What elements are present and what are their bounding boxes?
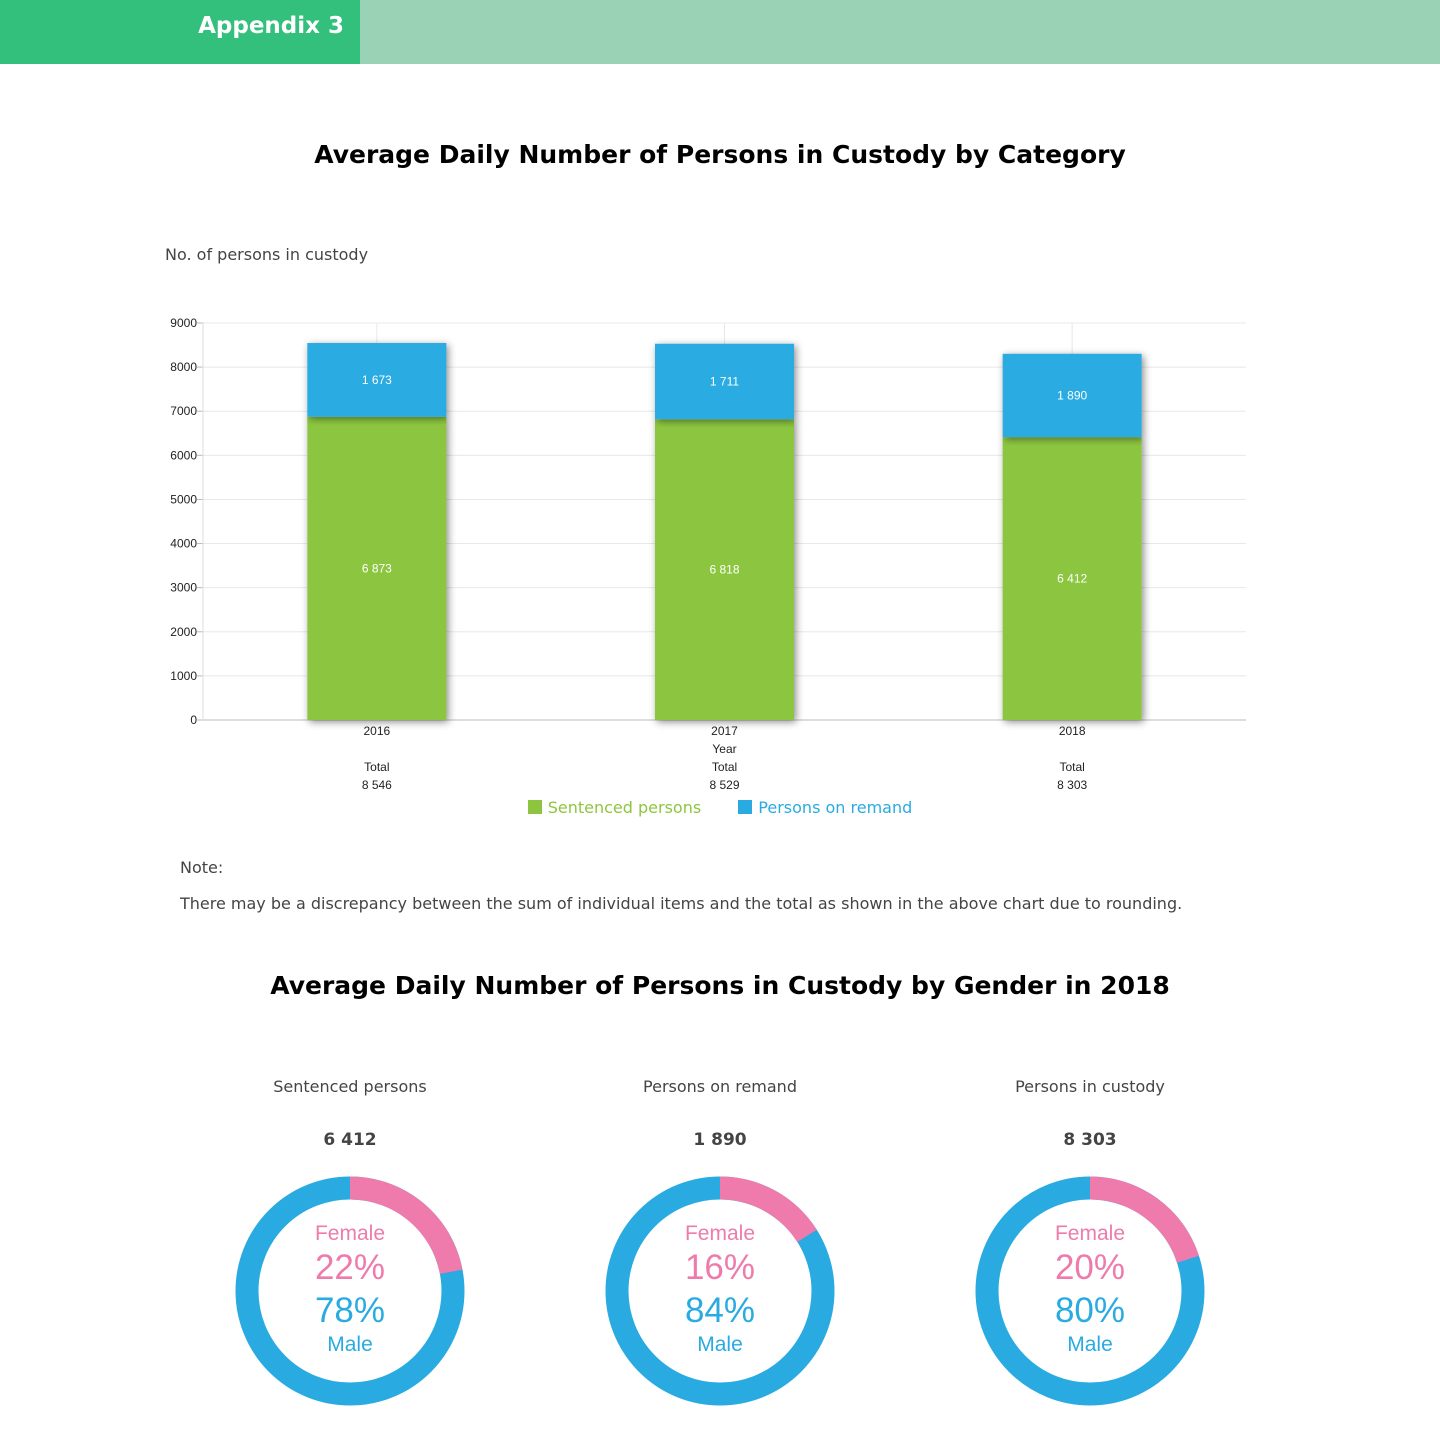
total-value: 8 303 bbox=[1057, 778, 1087, 792]
bar-chart-legend: Sentenced persons Persons on remand bbox=[0, 798, 1440, 817]
bar-data-label: 1 890 bbox=[1057, 388, 1087, 402]
bar-sentenced bbox=[655, 419, 794, 720]
total-label: Total bbox=[364, 760, 389, 774]
donut-female-percent: 22% bbox=[315, 1248, 385, 1287]
legend-item-remand: Persons on remand bbox=[738, 798, 912, 817]
donut-chart: Female 22% 78% Male bbox=[235, 1176, 465, 1406]
donut-female-label: Female bbox=[685, 1222, 755, 1245]
note-label: Note: bbox=[180, 858, 224, 877]
bar-data-label: 6 412 bbox=[1057, 572, 1087, 586]
bar-remand bbox=[307, 343, 447, 417]
legend-swatch-sentenced bbox=[527, 800, 542, 814]
bar-sentenced bbox=[1002, 437, 1142, 720]
appendix-tab: Appendix 3 bbox=[0, 0, 360, 64]
y-tick-label: 6000 bbox=[170, 448, 197, 462]
donut-male-label: Male bbox=[327, 1333, 373, 1356]
bar-remand bbox=[655, 343, 794, 420]
y-tick-label: 5000 bbox=[170, 492, 197, 506]
bar-chart-title: Average Daily Number of Persons in Custo… bbox=[314, 140, 1126, 169]
y-tick-label: 7000 bbox=[170, 404, 197, 418]
bar-chart: 0 1000 2000 3000 4000 5000 6000 7000 8000 9000 6 … bbox=[170, 316, 1246, 792]
donut-title: Persons on remand bbox=[643, 1077, 797, 1096]
donut-male-percent: 78% bbox=[315, 1291, 385, 1330]
bar-data-label: 6 873 bbox=[362, 561, 392, 575]
bar-remand bbox=[1002, 353, 1142, 438]
legend-label-sentenced: Sentenced persons bbox=[547, 798, 702, 817]
donut-total: 1 890 bbox=[693, 1130, 747, 1150]
donut-female-segment bbox=[235, 1176, 465, 1406]
bar-data-label: 6 818 bbox=[709, 563, 739, 577]
y-tick-label: 3000 bbox=[170, 581, 197, 595]
donut-male-percent: 80% bbox=[1055, 1291, 1125, 1330]
x-tick-label: 2016 bbox=[363, 724, 390, 738]
donut-female-percent: 16% bbox=[685, 1248, 755, 1287]
y-tick-label: 2000 bbox=[170, 625, 197, 639]
donut-female-label: Female bbox=[315, 1222, 385, 1245]
donut-male-percent: 84% bbox=[685, 1291, 755, 1330]
y-tick-label: 1000 bbox=[170, 669, 197, 683]
bar-data-label: 1 711 bbox=[710, 375, 739, 389]
y-axis-title: No. of persons in custody bbox=[165, 245, 369, 264]
y-tick-label: 4000 bbox=[170, 537, 197, 551]
legend-swatch-remand bbox=[738, 800, 753, 814]
x-tick-label: 2018 bbox=[1059, 724, 1086, 738]
legend-item-sentenced: Sentenced persons bbox=[527, 798, 702, 817]
donut-total: 6 412 bbox=[323, 1130, 377, 1150]
donut-female-label: Female bbox=[1055, 1222, 1125, 1245]
total-label: Total bbox=[712, 760, 737, 774]
total-value: 8 529 bbox=[709, 778, 739, 792]
donut-female-segment bbox=[605, 1176, 835, 1406]
donut-sentenced: Sentenced persons 6 412 Female 22% 78% Male bbox=[165, 1070, 535, 1408]
x-tick-label: 2017 bbox=[711, 724, 738, 738]
y-tick-label: 0 bbox=[190, 713, 197, 727]
donut-title: Persons in custody bbox=[1015, 1077, 1165, 1096]
total-value: 8 546 bbox=[362, 778, 392, 792]
donut-male-label: Male bbox=[1067, 1333, 1113, 1356]
donut-female-percent: 20% bbox=[1055, 1248, 1125, 1287]
donut-female-segment bbox=[975, 1176, 1205, 1406]
bar-sentenced bbox=[307, 416, 447, 720]
donut-chart: Female 20% 80% Male bbox=[975, 1176, 1205, 1406]
donut-total: 8 303 bbox=[1063, 1130, 1117, 1150]
y-tick-label: 9000 bbox=[170, 316, 197, 330]
donut-male-label: Male bbox=[697, 1333, 743, 1356]
donut-custody: Persons in custody 8 303 Female 20% 80% Mal… bbox=[905, 1070, 1275, 1408]
donut-remand: Persons on remand 1 890 Female 16% 84% Male bbox=[535, 1070, 905, 1408]
y-tick-label: 8000 bbox=[170, 360, 197, 374]
donut-section-title: Average Daily Number of Persons in Custo… bbox=[270, 971, 1170, 1000]
bar-data-label: 1 673 bbox=[362, 373, 392, 387]
donut-chart: Female 16% 84% Male bbox=[605, 1176, 835, 1406]
legend-label-remand: Persons on remand bbox=[758, 798, 913, 817]
note-text: There may be a discrepancy between the s… bbox=[180, 894, 1183, 913]
x-axis-title: Year bbox=[712, 742, 736, 756]
total-label: Total bbox=[1059, 760, 1084, 774]
donut-title: Sentenced persons bbox=[273, 1077, 427, 1096]
